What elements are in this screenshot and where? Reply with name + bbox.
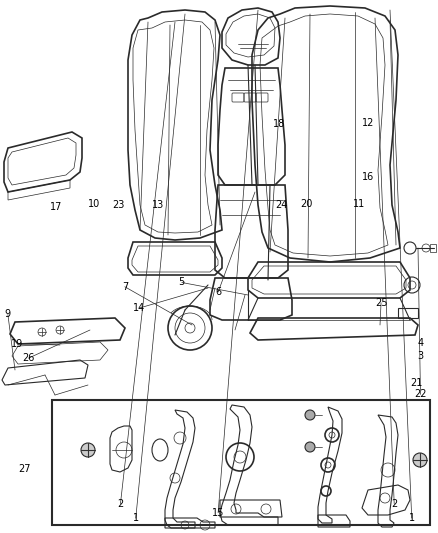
Bar bbox=[52, 400, 430, 525]
Text: 19: 19 bbox=[11, 339, 24, 349]
Text: 23: 23 bbox=[112, 200, 124, 210]
Text: 24: 24 bbox=[275, 200, 287, 210]
Text: 27: 27 bbox=[18, 464, 30, 474]
Bar bbox=[430, 244, 436, 252]
Text: 13: 13 bbox=[152, 200, 164, 210]
Text: 14: 14 bbox=[133, 303, 145, 313]
Text: 7: 7 bbox=[122, 282, 128, 292]
Text: 3: 3 bbox=[417, 351, 424, 361]
Text: 15: 15 bbox=[212, 508, 224, 518]
Text: 26: 26 bbox=[22, 353, 35, 363]
Text: 1: 1 bbox=[409, 513, 415, 523]
Text: 4: 4 bbox=[417, 338, 424, 348]
Text: 18: 18 bbox=[273, 119, 286, 128]
Text: 12: 12 bbox=[362, 118, 374, 127]
Text: 9: 9 bbox=[5, 310, 11, 319]
Text: 16: 16 bbox=[362, 173, 374, 182]
Text: 17: 17 bbox=[50, 202, 62, 212]
Circle shape bbox=[305, 442, 315, 452]
Circle shape bbox=[413, 453, 427, 467]
Text: 20: 20 bbox=[300, 199, 313, 208]
Text: 10: 10 bbox=[88, 199, 100, 208]
Text: 11: 11 bbox=[353, 199, 365, 208]
Text: 5: 5 bbox=[179, 278, 185, 287]
Text: 22: 22 bbox=[414, 390, 427, 399]
Text: 25: 25 bbox=[375, 298, 387, 308]
Text: 2: 2 bbox=[391, 499, 397, 508]
Circle shape bbox=[81, 443, 95, 457]
Text: 2: 2 bbox=[117, 499, 124, 508]
Text: 6: 6 bbox=[215, 287, 221, 297]
Bar bbox=[398, 308, 418, 318]
Circle shape bbox=[305, 410, 315, 420]
Text: 1: 1 bbox=[133, 513, 139, 523]
Text: 21: 21 bbox=[410, 378, 422, 387]
